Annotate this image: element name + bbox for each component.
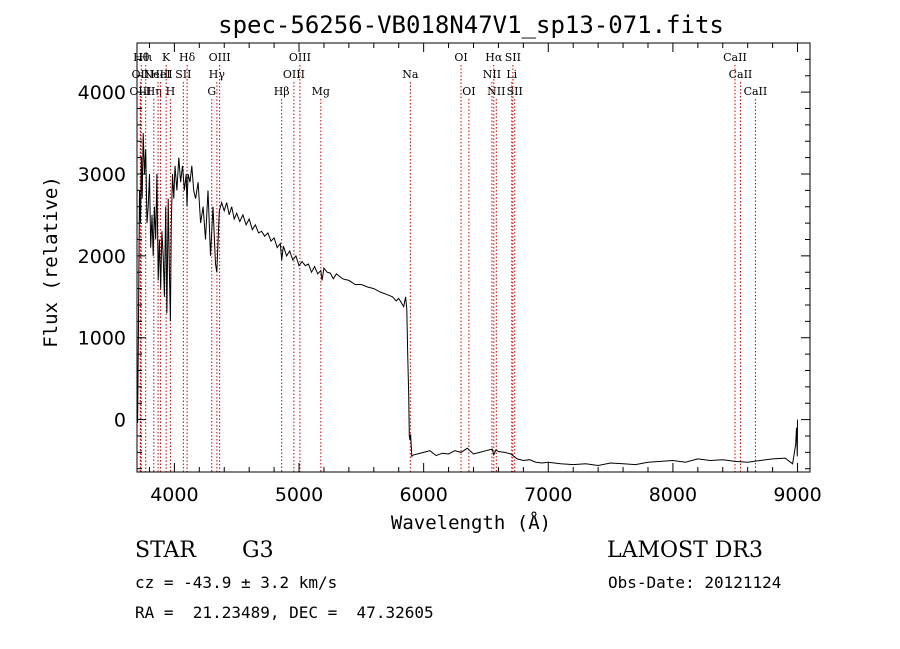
marker-label: NII [483, 68, 501, 81]
obs-date-line: Obs-Date: 20121124 [608, 573, 782, 592]
marker-label: OI [454, 51, 467, 64]
coordinates-line: RA = 21.23489, DEC = 47.32605 [135, 603, 434, 622]
x-tick-label: 9000 [773, 484, 821, 506]
marker-label: Hβ [274, 85, 290, 98]
marker-label: SII [507, 85, 523, 98]
marker-label: Hη [146, 85, 162, 98]
object-class: STAR [135, 538, 196, 563]
marker-label: OI [462, 85, 475, 98]
marker-label: H [166, 85, 176, 98]
marker-label: NII [487, 85, 505, 98]
marker-label: OIII [129, 85, 151, 98]
marker-label: Mg [312, 85, 330, 98]
marker-label: OIII [289, 51, 311, 64]
marker-label: CaII [723, 51, 747, 64]
marker-label: OIII [283, 68, 305, 81]
x-tick-label: 6000 [399, 484, 447, 506]
marker-label: Hδ [179, 51, 196, 64]
redshift-line: cz = -43.9 ± 3.2 km/s [135, 573, 338, 592]
marker-label: Hι [139, 51, 153, 64]
y-tick-label: 4000 [78, 82, 126, 104]
object-subclass: G3 [242, 538, 274, 563]
marker-label: OIII [209, 51, 231, 64]
y-axis: 0 1000 2000 3000 4000 [78, 58, 810, 470]
marker-label: SII [175, 68, 191, 81]
marker-label: SII [505, 51, 521, 64]
y-tick-label: 2000 [78, 246, 126, 268]
y-tick-label: 0 [114, 410, 126, 432]
marker-label: Hα [485, 51, 503, 64]
x-axis-label: Wavelength (Å) [391, 511, 551, 534]
marker-label: Li [506, 68, 517, 81]
spectral-line-markers: HθOIIOIIIHιHηNeIIIHeIKHSIIHδGHγOIIIHβOII… [129, 51, 767, 472]
x-tick-label: 8000 [649, 484, 697, 506]
y-tick-label: 1000 [78, 328, 126, 350]
y-tick-label: 3000 [78, 164, 126, 186]
survey-name: LAMOST DR3 [607, 538, 763, 563]
marker-label: HeI [150, 68, 170, 81]
marker-label: Hγ [209, 68, 226, 81]
marker-label: CaII [729, 68, 753, 81]
x-tick-label: 7000 [524, 484, 572, 506]
marker-label: NeIII [143, 68, 172, 81]
plot-frame [136, 42, 811, 473]
chart-title: spec-56256-VB018N47V1_sp13-071.fits [218, 11, 724, 39]
marker-label: CaII [744, 85, 768, 98]
marker-label: K [162, 51, 171, 64]
x-tick-label: 4000 [150, 484, 198, 506]
y-axis-label: Flux (relative) [40, 176, 62, 348]
marker-label: Na [402, 68, 419, 81]
marker-label: G [207, 85, 216, 98]
x-tick-label: 5000 [275, 484, 323, 506]
marker-label: OII [132, 68, 150, 81]
spectrum-line [137, 133, 798, 467]
x-axis: 4000 5000 6000 7000 8000 9000 [148, 43, 822, 506]
